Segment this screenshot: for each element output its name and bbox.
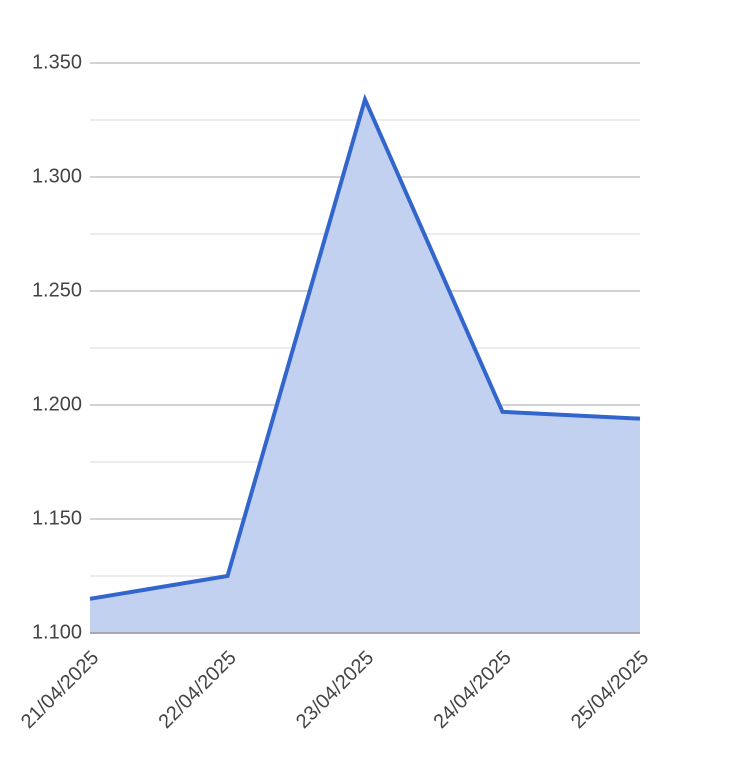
y-tick-label: 1.100 bbox=[32, 621, 82, 643]
y-tick-label: 1.150 bbox=[32, 507, 82, 529]
y-tick-label: 1.200 bbox=[32, 393, 82, 415]
line bbox=[89, 93, 641, 601]
y-tick-label: 1.350 bbox=[32, 51, 82, 73]
x-tick-label: 22/04/2025 bbox=[154, 647, 240, 733]
x-tick-label: 25/04/2025 bbox=[567, 647, 653, 733]
x-tick-label: 23/04/2025 bbox=[292, 647, 378, 733]
area bbox=[90, 99, 640, 634]
x-tick-label: 21/04/2025 bbox=[17, 647, 103, 733]
y-tick-label: 1.300 bbox=[32, 165, 82, 187]
x-tick-label: 24/04/2025 bbox=[429, 647, 515, 733]
y-tick-label: 1.250 bbox=[32, 279, 82, 301]
